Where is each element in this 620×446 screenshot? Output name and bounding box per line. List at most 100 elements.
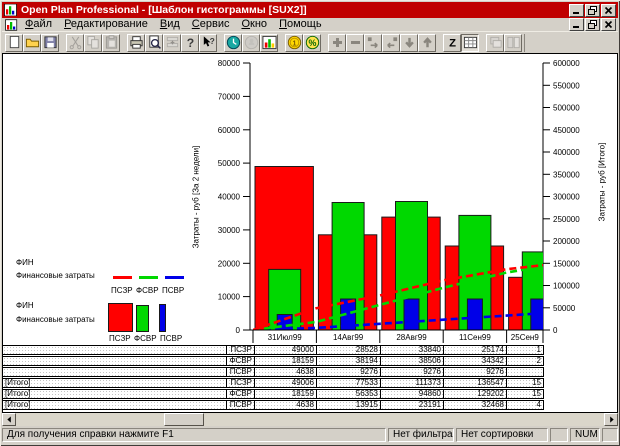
move-down-icon bbox=[404, 37, 414, 48]
toolbar-button-shift-left[interactable] bbox=[382, 33, 400, 52]
value-cell: 129202 bbox=[444, 390, 507, 398]
resource-circle-icon bbox=[244, 35, 258, 50]
menu-item-1[interactable]: Редактирование bbox=[64, 18, 148, 30]
row-group-cell bbox=[3, 346, 227, 354]
table-row[interactable]: ПСВР 4638 9276 9276 9276 bbox=[2, 367, 544, 377]
toolbar-button-copy bbox=[84, 33, 102, 52]
toolbar-button-print[interactable] bbox=[127, 33, 145, 52]
toolbar-button-open-folder[interactable] bbox=[23, 33, 41, 52]
remove-minus-icon bbox=[350, 41, 360, 44]
left-tick-label: 10000 bbox=[218, 293, 241, 302]
legend-bar-swatch-psvr bbox=[159, 304, 166, 332]
right-tick-label: 350000 bbox=[553, 170, 580, 179]
status-blank-panel bbox=[550, 428, 568, 442]
scroll-right-button[interactable] bbox=[604, 413, 618, 426]
row-group-cell bbox=[3, 357, 227, 365]
value-cell: 23191 bbox=[381, 401, 444, 409]
value-cell: 9276 bbox=[444, 368, 507, 376]
x-category-label: 25Сен9 bbox=[511, 333, 540, 342]
toolbar-separator bbox=[436, 34, 443, 52]
toolbar-button-move-down[interactable] bbox=[400, 33, 418, 52]
toolbar-separator bbox=[524, 33, 525, 52]
left-tick-label: 40000 bbox=[218, 193, 241, 202]
value-cell: 111373 bbox=[381, 379, 444, 387]
close-icon bbox=[604, 6, 613, 14]
toolbar-button-remove-minus[interactable] bbox=[346, 33, 364, 52]
minimize-button[interactable] bbox=[569, 3, 584, 17]
table-row[interactable]: ПСЗР 49000 28528 33840 25174 1 bbox=[2, 345, 544, 355]
value-cell: 33840 bbox=[381, 346, 444, 354]
print-icon bbox=[129, 36, 143, 49]
menu-item-0[interactable]: Файл bbox=[25, 18, 53, 30]
x-category-label: 28Авг99 bbox=[396, 333, 427, 342]
close-button[interactable] bbox=[601, 3, 616, 17]
mdi-restore-button[interactable] bbox=[585, 18, 600, 31]
toolbar-button-new-document[interactable] bbox=[5, 33, 23, 52]
toolbar-button-print-preview[interactable] bbox=[145, 33, 163, 52]
legend-bar-swatch-pszr bbox=[108, 303, 133, 332]
value-cell: 4638 bbox=[255, 401, 317, 409]
context-help-icon: ? bbox=[203, 36, 214, 47]
mdi-close-button[interactable] bbox=[601, 18, 616, 31]
restore-icon bbox=[588, 20, 597, 29]
toolbar-button-cost-coin[interactable]: 1 bbox=[285, 33, 303, 52]
toolbar-button-add-plus[interactable] bbox=[328, 33, 346, 52]
open-folder-icon bbox=[25, 38, 39, 48]
toolbar-button-time-clock[interactable] bbox=[224, 33, 242, 52]
cost-coin-icon: 1 bbox=[287, 35, 301, 50]
row-label-cell: ФСВР bbox=[227, 390, 255, 398]
svg-text:?: ? bbox=[186, 36, 193, 50]
mdi-window-controls bbox=[569, 18, 616, 31]
value-cell: 34342 bbox=[444, 357, 507, 365]
left-tick-label: 70000 bbox=[218, 92, 241, 101]
toolbar-separator bbox=[278, 34, 285, 52]
scrollbar-thumb[interactable] bbox=[164, 413, 204, 426]
help-question-icon: ? bbox=[186, 36, 193, 50]
value-cell: 38194 bbox=[317, 357, 381, 365]
row-group-cell: [Итого] bbox=[3, 401, 227, 409]
status-blank-panel bbox=[602, 428, 618, 442]
window-controls bbox=[569, 3, 616, 17]
legend-line-title: Финансовые затраты bbox=[16, 271, 95, 280]
menu-item-5[interactable]: Помощь bbox=[279, 18, 322, 30]
restore-button[interactable] bbox=[585, 3, 600, 17]
toolbar-button-sort-z[interactable]: Z bbox=[443, 33, 461, 52]
table-row[interactable]: [Итого] ПСЗР 49006 77533 111373 136547 15 bbox=[2, 378, 544, 388]
table-row[interactable]: [Итого] ПСВР 4638 13915 23191 32468 4 bbox=[2, 400, 544, 410]
row-group-cell: [Итого] bbox=[3, 390, 227, 398]
row-label-cell: ФСВР bbox=[227, 357, 255, 365]
menu-item-2[interactable]: Вид bbox=[159, 18, 180, 30]
percent-circle-icon: % bbox=[305, 35, 319, 50]
table-row[interactable]: ФСВР 18159 38194 38506 34342 2 bbox=[2, 356, 544, 366]
toolbar-button-save-floppy[interactable] bbox=[41, 33, 59, 52]
status-bar: Для получения справки нажмите F1 Нет фил… bbox=[2, 428, 618, 444]
toolbar-button-spreadsheet-grid[interactable] bbox=[461, 33, 479, 52]
x-category-label: 14Авг99 bbox=[333, 333, 364, 342]
value-cell: 77533 bbox=[317, 379, 381, 387]
mdi-minimize-button[interactable] bbox=[569, 18, 584, 31]
sort-z-icon: Z bbox=[449, 38, 456, 50]
toolbar-button-cut-scissors bbox=[66, 33, 84, 52]
bar-2-2 bbox=[403, 298, 420, 330]
legend-line-swatch-psvr bbox=[165, 276, 184, 279]
table-row[interactable]: [Итого] ФСВР 18159 56353 94860 129202 15 bbox=[2, 389, 544, 399]
toolbar-button-context-help[interactable]: ? bbox=[199, 33, 217, 52]
value-cell: 28528 bbox=[317, 346, 381, 354]
right-tick-label: 600000 bbox=[553, 59, 580, 68]
value-cell: 49006 bbox=[255, 379, 317, 387]
value-cell: 9276 bbox=[317, 368, 381, 376]
toolbar-button-move-up[interactable] bbox=[418, 33, 436, 52]
scroll-left-button[interactable] bbox=[2, 413, 16, 426]
horizontal-scrollbar[interactable] bbox=[2, 413, 618, 426]
toolbar-button-histogram-chart[interactable] bbox=[260, 33, 278, 52]
menu-item-4[interactable]: Окно bbox=[241, 18, 268, 30]
toolbar-button-help-question[interactable]: ? bbox=[181, 33, 199, 52]
toolbar-separator bbox=[59, 34, 66, 52]
toolbar-button-shift-right[interactable] bbox=[364, 33, 382, 52]
toolbar-button-percent-circle[interactable]: % bbox=[303, 33, 321, 52]
mdi-child-icon[interactable] bbox=[4, 18, 19, 31]
menu-item-3[interactable]: Сервис bbox=[191, 18, 230, 30]
value-cell: 94860 bbox=[381, 390, 444, 398]
value-cell: 13915 bbox=[317, 401, 381, 409]
new-document-icon bbox=[9, 35, 19, 49]
